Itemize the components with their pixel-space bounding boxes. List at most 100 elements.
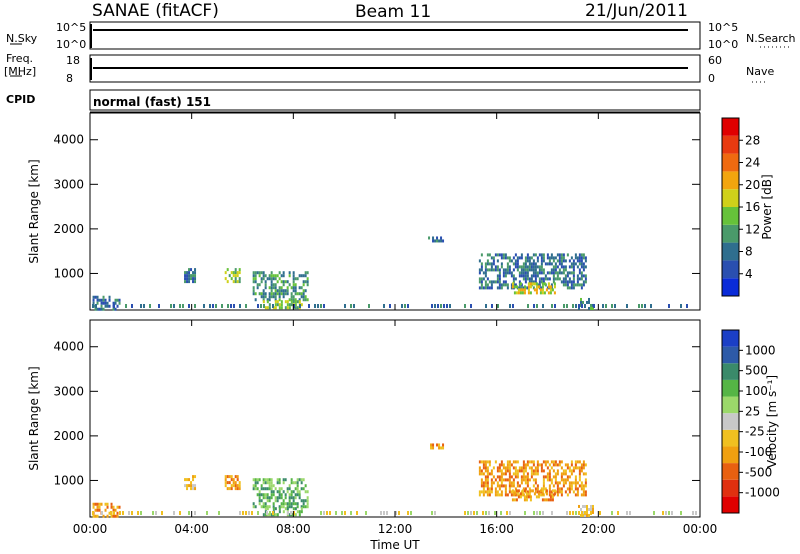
velocity-echo-cell: [484, 463, 487, 467]
velocity-echo-cell: [482, 466, 485, 470]
velocity-echo-cell: [260, 493, 263, 497]
power-ground-scatter: [215, 304, 217, 308]
power-echo-region: [262, 300, 303, 310]
power-echo-cell: [533, 288, 536, 292]
power-echo-cell: [264, 295, 267, 299]
velocity-echo-cell: [515, 498, 518, 502]
power-ground-scatter: [140, 304, 142, 308]
power-echo-cell: [528, 259, 531, 263]
power-echo-cell: [536, 256, 539, 260]
velocity-ground-scatter: [113, 511, 115, 515]
power-echo-cell: [574, 283, 577, 287]
velocity-echo-cell: [551, 495, 554, 499]
power-echo-cell: [186, 277, 189, 281]
power-echo-cell: [254, 277, 257, 281]
velocity-echo-cell: [570, 487, 573, 491]
velocity-echo-cell: [480, 484, 483, 488]
velocity-echo-cell: [290, 505, 293, 509]
power-echo-cell: [582, 256, 585, 260]
power-echo-cell: [534, 265, 537, 269]
power-echo-cell: [547, 285, 550, 289]
power-echo-cell: [498, 274, 501, 278]
velocity-echo-cell: [500, 478, 503, 482]
velocity-echo-cell: [228, 475, 231, 479]
velocity-echo-cell: [270, 490, 273, 494]
velocity-echo-cell: [556, 481, 559, 485]
power-echo-cell: [296, 300, 299, 304]
power-echo-cell: [548, 271, 551, 275]
velocity-ground-scatter: [290, 511, 292, 515]
power-echo-cell: [556, 274, 559, 278]
cpid-value: normal (fast) 151: [93, 95, 211, 109]
power-echo-cell: [292, 277, 295, 281]
power-echo-cell: [568, 259, 571, 263]
power-echo-cell: [104, 304, 107, 308]
power-echo-cell: [564, 259, 567, 263]
velocity-ground-scatter: [245, 511, 247, 515]
power-echo-cell: [526, 265, 529, 269]
velocity-echo-cell: [268, 499, 271, 503]
power-echo-cell: [538, 280, 541, 284]
power-echo-cell: [518, 274, 521, 278]
velocity-echo-cell: [544, 490, 547, 494]
power-echo-cell: [506, 268, 509, 272]
velocity-echo-cell: [514, 472, 517, 476]
velocity-echo-cell: [578, 504, 580, 508]
power-echo-cell: [484, 262, 487, 266]
power-echo-cell: [568, 277, 571, 281]
power-ground-scatter: [575, 304, 577, 308]
power-echo-cell: [188, 280, 191, 284]
power-echo-cell: [262, 277, 265, 281]
velocity-echo-cell: [548, 490, 551, 494]
power-echo-cell: [524, 268, 527, 272]
power-echo-cell: [524, 274, 527, 278]
velocity-ground-scatter: [335, 511, 337, 515]
power-echo-cell: [520, 256, 523, 260]
power-echo-cell: [510, 286, 513, 290]
velocity-ground-scatter: [668, 511, 670, 515]
velocity-echo-cell: [536, 460, 539, 464]
power-echo-cell: [230, 271, 233, 275]
power-echo-cell: [238, 268, 241, 272]
power-echo-cell: [278, 298, 281, 302]
velocity-echo-cell: [560, 490, 563, 494]
velocity-echo-cell: [526, 478, 529, 482]
velocity-echo-cell: [558, 490, 561, 494]
velocity-echo-cell: [528, 460, 531, 464]
power-ground-scatter: [485, 304, 487, 308]
velocity-echo-cell: [482, 481, 485, 485]
velocity-echo-cell: [506, 463, 509, 467]
power-echo-cell: [582, 268, 585, 272]
power-echo-cell: [500, 286, 503, 290]
velocity-echo-cell: [548, 478, 551, 482]
velocity-echo-cell: [528, 478, 531, 482]
velocity-echo-cell: [578, 460, 581, 464]
power-echo-cell: [572, 265, 575, 269]
velocity-echo-cell: [529, 489, 532, 493]
power-echo-cell: [584, 265, 587, 269]
power-ground-scatter: [212, 304, 214, 308]
power-echo-cell: [582, 253, 585, 257]
velocity-echo-cell: [498, 484, 501, 488]
power-echo-cell: [264, 306, 267, 310]
power-echo-cell: [262, 298, 265, 302]
power-ground-scatter: [566, 304, 568, 308]
velocity-echo-cell: [554, 472, 557, 476]
power-echo-cell: [258, 283, 261, 287]
velocity-echo-cell: [560, 466, 563, 470]
power-echo-cell: [480, 280, 483, 284]
velocity-echo-cell: [524, 475, 527, 479]
power-echo-cell: [238, 277, 241, 281]
velocity-echo-cell: [298, 478, 301, 482]
velocity-echo-cell: [546, 460, 549, 464]
power-ground-scatter: [533, 304, 535, 308]
velocity-echo-cell: [492, 475, 495, 479]
power-echo-cell: [518, 265, 521, 269]
velocity-echo-cell: [278, 510, 281, 514]
power-colorbar-segment: [722, 118, 739, 136]
power-echo-cell: [584, 280, 587, 284]
power-echo-cell: [278, 303, 281, 307]
velocity-echo-cell: [272, 502, 275, 506]
velocity-ground-scatter: [590, 511, 592, 515]
power-echo-cell: [536, 259, 539, 263]
